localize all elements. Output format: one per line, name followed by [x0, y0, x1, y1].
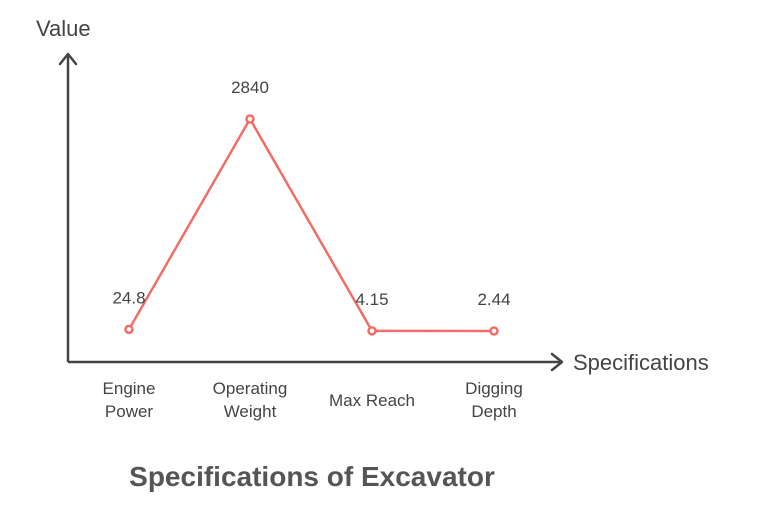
x-tick-label: Digging Depth	[465, 379, 523, 421]
x-axis-arrow	[550, 352, 564, 372]
x-tick-label: Max Reach	[329, 391, 415, 410]
series-line	[127, 117, 495, 333]
chart-axes: Value Specifications	[36, 16, 709, 375]
data-label: 24.8	[112, 288, 145, 307]
data-point[interactable]	[489, 326, 499, 336]
data-point[interactable]	[367, 326, 377, 336]
data-label: 2840	[231, 78, 269, 97]
x-tick-label: Engine Power	[103, 379, 156, 421]
x-axis-title: Specifications	[573, 350, 709, 375]
chart-title: Specifications of Excavator	[129, 461, 495, 492]
data-point[interactable]	[124, 324, 134, 335]
y-axis-title: Value	[36, 16, 91, 41]
x-tick-label: Operating Weight	[213, 379, 288, 421]
data-point[interactable]	[245, 114, 255, 124]
y-axis-arrow	[58, 52, 78, 66]
data-label: 2.44	[477, 290, 510, 309]
data-label: 4.15	[355, 290, 388, 309]
x-tick-labels: Engine Power Operating Weight Max Reach Diggi…	[103, 379, 523, 421]
series-layer: 24.8 2840 4.15 2.44	[112, 78, 511, 336]
